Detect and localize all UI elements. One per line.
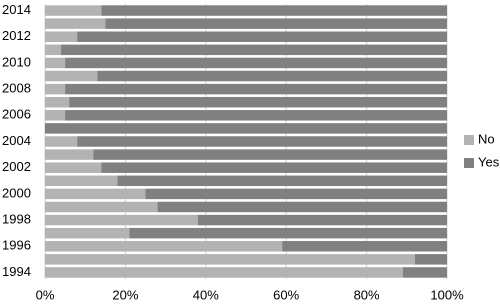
legend-swatch: [464, 135, 474, 145]
x-tick-label: 60%: [273, 287, 299, 302]
x-tick-label: 100%: [430, 287, 464, 302]
bar-segment: [45, 241, 283, 252]
bar-segment: [105, 18, 448, 29]
bar-segment: [45, 96, 70, 108]
bar-segment: [65, 83, 447, 95]
x-tick-label: 80%: [354, 287, 380, 302]
bar-segment: [45, 254, 415, 265]
bar-segment: [45, 175, 118, 187]
bar-segment: [61, 44, 447, 56]
y-tick-label: 2008: [2, 81, 31, 96]
bar-segment: [93, 149, 448, 160]
bar-segment: [45, 57, 66, 69]
bar-segment: [65, 57, 447, 69]
bar-segment: [197, 214, 447, 226]
bar-segment: [45, 201, 158, 213]
y-tick-label: 1998: [2, 212, 31, 227]
bar-segment: [77, 136, 447, 147]
bar-segment: [45, 214, 198, 226]
bar-segment: [414, 254, 447, 265]
bar-segment: [45, 188, 146, 200]
legend-label: Yes: [478, 154, 500, 169]
bar-segment: [45, 110, 66, 121]
y-tick-label: 1996: [2, 238, 31, 253]
bar-segment: [45, 162, 102, 173]
y-tick-label: 2014: [2, 2, 31, 17]
bar-segment: [45, 70, 98, 82]
bar-segment: [157, 201, 447, 213]
bar-segment: [45, 267, 403, 278]
legend-swatch: [464, 158, 474, 168]
bar-segment: [45, 83, 66, 95]
y-tick-label: 1994: [2, 264, 31, 279]
legend-label: No: [478, 131, 495, 146]
bar-segment: [69, 96, 448, 108]
bar-segment: [145, 188, 447, 200]
bar-segment: [402, 267, 447, 278]
bar-segment: [45, 149, 94, 160]
y-tick-label: 2002: [2, 159, 31, 174]
bar-segment: [45, 227, 130, 239]
x-tick-label: 20%: [112, 287, 138, 302]
x-tick-label: 0%: [36, 287, 55, 302]
y-tick-label: 2000: [2, 185, 31, 200]
bar-segment: [65, 110, 447, 121]
bar-segment: [117, 175, 448, 187]
y-tick-label: 2004: [2, 133, 31, 148]
x-tick-label: 40%: [193, 287, 219, 302]
bar-segment: [97, 70, 447, 82]
bar-segment: [45, 31, 78, 42]
bar-segment: [45, 18, 106, 29]
y-tick-label: 2010: [2, 54, 31, 69]
bar-segment: [45, 5, 102, 16]
bar-segment: [101, 5, 447, 16]
bar-segment: [77, 31, 447, 42]
bar-segment: [129, 227, 448, 239]
y-tick-label: 2012: [2, 28, 31, 43]
bar-segment: [45, 44, 62, 56]
bar-segment: [282, 241, 447, 252]
bar-segment: [45, 136, 78, 147]
bar-segment: [101, 162, 447, 173]
y-tick-label: 2006: [2, 107, 31, 122]
bar-segment: [45, 123, 447, 134]
